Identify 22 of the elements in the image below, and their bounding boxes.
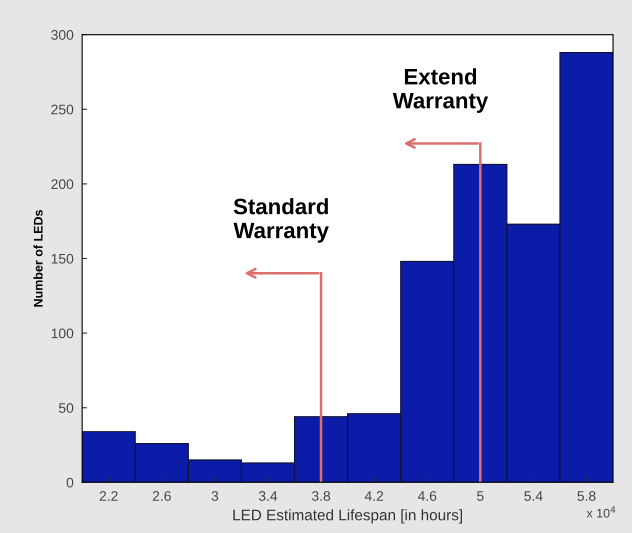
y-tick-label: 0 (66, 478, 74, 488)
x-tick-label: 5.4 (524, 491, 543, 501)
x-tick-label: 4.6 (418, 491, 436, 501)
x-axis-title: LED Estimated Lifespan [in hours] (233, 509, 462, 524)
ref-line-label: Standard Warranty (234, 198, 329, 243)
x-tick-label: 5.8 (577, 491, 596, 501)
y-tick-label: 250 (51, 104, 74, 114)
x-tick-label: 3 (212, 491, 218, 501)
y-tick-label: 300 (51, 30, 74, 40)
x-tick-label: 3.8 (312, 491, 330, 501)
y-tick-label: 150 (52, 254, 74, 264)
y-axis-title: Number of LEDs (33, 210, 43, 307)
y-tick-label: 100 (52, 328, 74, 338)
x-tick-label: 3.4 (258, 491, 278, 501)
x-tick-label: 5 (477, 491, 484, 501)
text: x 10$^{4}$ (586, 506, 616, 518)
y-tick-label: 200 (51, 179, 74, 190)
x-tick-label: 2.2 (100, 491, 118, 501)
y-tick-label: 50 (58, 403, 74, 413)
ref-line-label: Extend Warranty (392, 68, 488, 113)
x-tick-label: 2.6 (152, 491, 171, 501)
x-tick-label: 4.2 (364, 491, 384, 501)
